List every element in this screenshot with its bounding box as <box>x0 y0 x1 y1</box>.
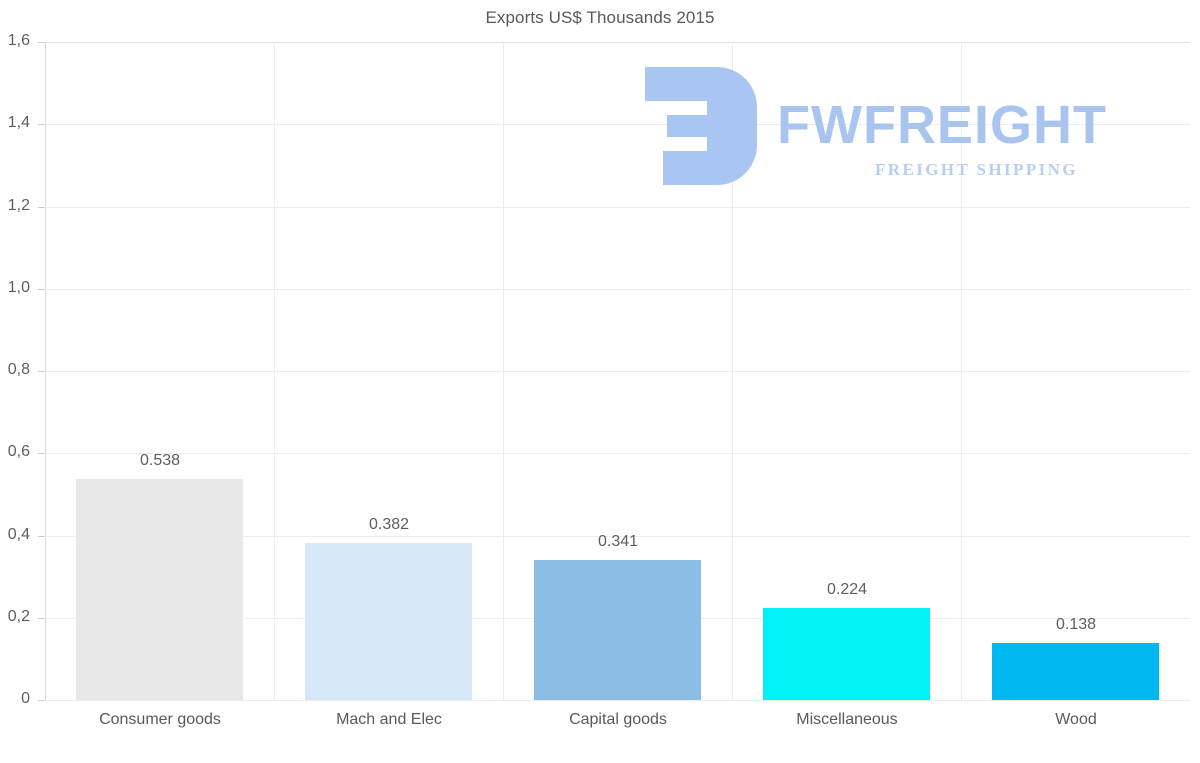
category-separator <box>732 42 733 700</box>
y-axis-tick-mark <box>38 124 45 125</box>
category-separator <box>503 42 504 700</box>
y-axis-labels: 0 0,2 0,4 0,6 0,8 1,0 1,2 1,4 1,6 <box>0 0 38 763</box>
y-axis-tick-mark <box>38 536 45 537</box>
gridline <box>45 207 1190 208</box>
y-axis-tick-mark <box>38 42 45 43</box>
y-axis-tick-mark <box>38 371 45 372</box>
y-axis-tick-label: 0,6 <box>7 443 30 460</box>
y-axis-tick-label: 0,2 <box>7 608 30 625</box>
bar[interactable] <box>534 560 701 700</box>
gridline <box>45 453 1190 454</box>
bar[interactable] <box>76 479 243 700</box>
bar[interactable] <box>763 608 930 700</box>
gridline <box>45 289 1190 290</box>
category-label: Capital goods <box>569 711 667 728</box>
y-axis-tick-mark <box>38 289 45 290</box>
bar-value-label: 0.138 <box>1055 616 1097 633</box>
bar-value-label: 0.382 <box>368 516 410 533</box>
y-axis-tick-label: 0 <box>21 690 30 707</box>
gridline <box>45 536 1190 537</box>
category-label: Miscellaneous <box>796 711 898 728</box>
plot-area <box>45 42 1190 701</box>
y-axis-tick-mark <box>38 207 45 208</box>
category-label: Wood <box>1055 711 1097 728</box>
gridline <box>45 42 1190 43</box>
y-axis-tick-mark <box>38 453 45 454</box>
y-axis-tick-label: 0,8 <box>7 361 30 378</box>
category-separator <box>961 42 962 700</box>
category-separator <box>274 42 275 700</box>
category-label: Consumer goods <box>99 711 221 728</box>
gridline <box>45 700 1190 701</box>
chart-title: Exports US$ Thousands 2015 <box>485 8 715 27</box>
y-axis-tick-label: 0,4 <box>7 526 30 543</box>
bar-value-label: 0.538 <box>139 452 181 469</box>
y-axis-tick-label: 1,4 <box>7 114 30 131</box>
y-axis-tick-mark <box>38 618 45 619</box>
gridline <box>45 124 1190 125</box>
y-axis-tick-label: 1,2 <box>7 197 30 214</box>
bar[interactable] <box>992 643 1159 700</box>
y-axis-tick-mark <box>38 700 45 701</box>
bar-value-label: 0.224 <box>826 581 868 598</box>
bar[interactable] <box>305 543 472 700</box>
category-label: Mach and Elec <box>336 711 442 728</box>
bar-value-label: 0.341 <box>597 533 639 550</box>
y-axis-tick-label: 1,0 <box>7 279 30 296</box>
y-axis-tick-label: 1,6 <box>7 32 30 49</box>
gridline <box>45 371 1190 372</box>
